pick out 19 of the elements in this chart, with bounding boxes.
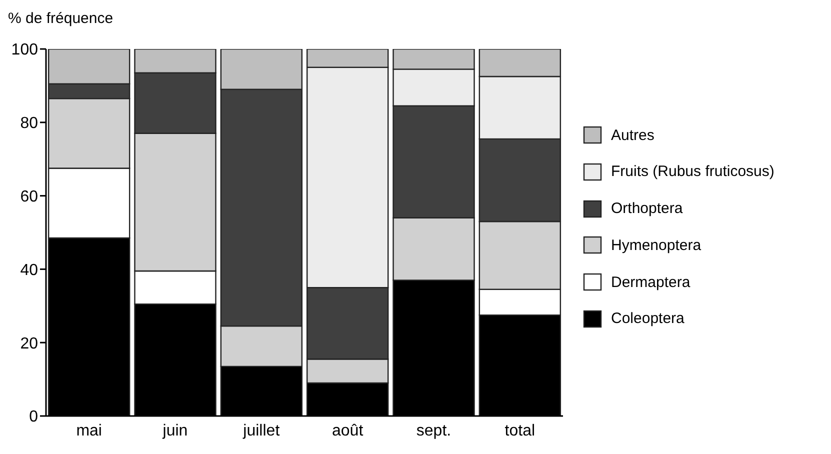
y-tick-label: 20	[20, 335, 38, 352]
legend-label: Coleoptera	[611, 310, 684, 328]
y-tick-label: 40	[20, 262, 38, 279]
x-tick-label: juin	[162, 422, 188, 440]
x-tick-label: sept.	[416, 422, 452, 440]
y-tick-label: 100	[11, 42, 38, 59]
x-tick-label: mai	[76, 422, 102, 440]
y-axis-title: % de fréquence	[8, 10, 114, 27]
x-tick-label: juillet	[242, 422, 280, 440]
x-tick-label: août	[332, 422, 364, 440]
legend-label: Hymenoptera	[611, 236, 702, 254]
x-tick-label: total	[504, 422, 536, 440]
y-tick-label: 0	[29, 408, 38, 426]
legend-label: Autres	[611, 126, 654, 144]
legend-label: Fruits (Rubus fruticosus)	[611, 163, 774, 180]
legend-label: Dermaptera	[611, 274, 690, 291]
y-tick-label: 80	[20, 115, 38, 132]
legend-label: Orthoptera	[611, 200, 683, 218]
y-tick-label: 60	[20, 188, 38, 206]
